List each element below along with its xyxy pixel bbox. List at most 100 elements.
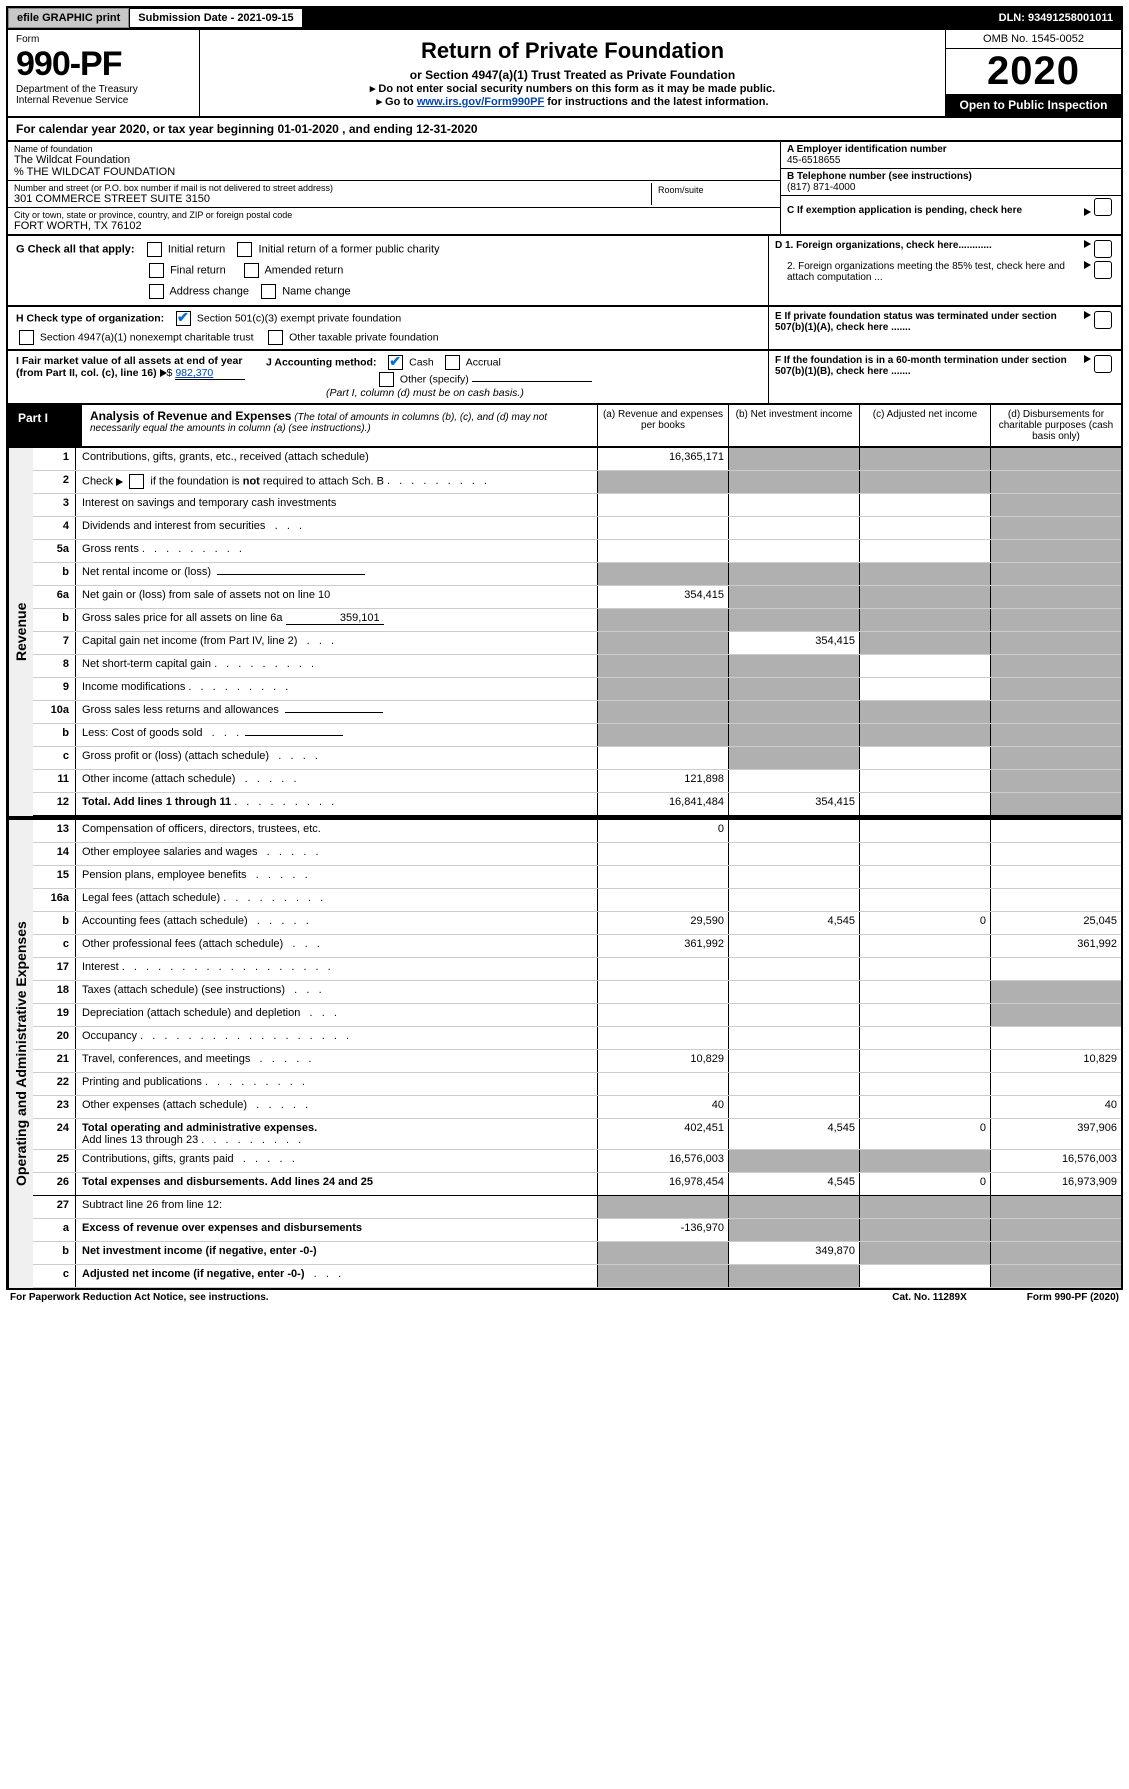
care-of: % THE WILDCAT FOUNDATION xyxy=(14,166,774,178)
line13-desc: Compensation of officers, directors, tru… xyxy=(76,820,597,842)
tax-year: 2020 xyxy=(946,49,1121,94)
line6a-desc: Net gain or (loss) from sale of assets n… xyxy=(76,586,597,608)
other-taxable-cb[interactable] xyxy=(268,330,283,345)
header-right: OMB No. 1545-0052 2020 Open to Public In… xyxy=(945,30,1121,116)
line8-desc: Net short-term capital gain xyxy=(76,655,597,677)
4947-cb[interactable] xyxy=(19,330,34,345)
h-label: H Check type of organization: xyxy=(16,312,164,324)
line6b-inline: 359,101 xyxy=(286,612,384,625)
efile-print-button[interactable]: efile GRAPHIC print xyxy=(8,8,129,28)
calendar-year-row: For calendar year 2020, or tax year begi… xyxy=(6,118,1123,142)
f-cb[interactable] xyxy=(1094,355,1112,373)
line10c-desc: Gross profit or (loss) (attach schedule)… xyxy=(76,747,597,769)
d1-cb[interactable] xyxy=(1094,240,1112,258)
col-c-header: (c) Adjusted net income xyxy=(859,405,990,446)
other-specify-cb[interactable] xyxy=(379,372,394,387)
line2-desc: Check if the foundation is not required … xyxy=(76,471,597,493)
d2-label: 2. Foreign organizations meeting the 85%… xyxy=(775,261,1084,283)
revenue-table: Revenue 1Contributions, gifts, grants, e… xyxy=(6,448,1123,818)
line26-a: 16,978,454 xyxy=(597,1173,728,1195)
line16b-b: 4,545 xyxy=(728,912,859,934)
initial-former-cb[interactable] xyxy=(237,242,252,257)
line24-b: 4,545 xyxy=(728,1119,859,1149)
fmv-link[interactable]: 982,370 xyxy=(175,367,245,380)
cash-cb[interactable] xyxy=(388,355,403,370)
phone-value: (817) 871-4000 xyxy=(787,182,1115,193)
opt-501c3: Section 501(c)(3) exempt private foundat… xyxy=(197,312,401,324)
ein-value: 45-6518655 xyxy=(787,155,1115,166)
line6b-desc: Gross sales price for all assets on line… xyxy=(76,609,597,631)
line11-desc: Other income (attach schedule) . . . . . xyxy=(76,770,597,792)
expenses-side-label: Operating and Administrative Expenses xyxy=(8,820,33,1288)
line12-desc: Total. Add lines 1 through 11 xyxy=(76,793,597,815)
header-left: Form 990-PF Department of the Treasury I… xyxy=(8,30,200,116)
submission-date: Submission Date - 2021-09-15 xyxy=(129,8,302,28)
line12-b: 354,415 xyxy=(728,793,859,815)
col-a-header: (a) Revenue and expenses per books xyxy=(597,405,728,446)
irs-label: Internal Revenue Service xyxy=(16,95,191,106)
arrow-icon xyxy=(1084,355,1091,363)
line4-desc: Dividends and interest from securities .… xyxy=(76,517,597,539)
d1-label: D 1. Foreign organizations, check here..… xyxy=(775,240,1084,258)
room-suite: Room/suite xyxy=(651,183,774,205)
street-address: 301 COMMERCE STREET SUITE 3150 xyxy=(14,193,651,205)
ein-label: A Employer identification number xyxy=(787,144,1115,155)
address-change-cb[interactable] xyxy=(149,284,164,299)
open-public-badge: Open to Public Inspection xyxy=(946,94,1121,116)
line23-a: 40 xyxy=(597,1096,728,1118)
line24-d: 397,906 xyxy=(990,1119,1121,1149)
dept-treasury: Department of the Treasury xyxy=(16,84,191,95)
line14-desc: Other employee salaries and wages . . . … xyxy=(76,843,597,865)
e-cb[interactable] xyxy=(1094,311,1112,329)
paperwork-notice: For Paperwork Reduction Act Notice, see … xyxy=(10,1292,269,1303)
line24-a: 402,451 xyxy=(597,1119,728,1149)
cat-no: Cat. No. 11289X xyxy=(892,1292,966,1303)
final-return-cb[interactable] xyxy=(149,263,164,278)
line15-desc: Pension plans, employee benefits . . . .… xyxy=(76,866,597,888)
d2-cb[interactable] xyxy=(1094,261,1112,279)
schb-cb[interactable] xyxy=(129,474,144,489)
opt-amended: Amended return xyxy=(264,264,343,276)
amended-cb[interactable] xyxy=(244,263,259,278)
omb-number: OMB No. 1545-0052 xyxy=(946,30,1121,49)
arrow-icon xyxy=(1084,311,1091,319)
addr-label: Number and street (or P.O. box number if… xyxy=(14,183,651,193)
opt-former: Initial return of a former public charit… xyxy=(259,243,440,255)
accrual-cb[interactable] xyxy=(445,355,460,370)
form-ref: Form 990-PF (2020) xyxy=(1027,1292,1119,1303)
line16c-a: 361,992 xyxy=(597,935,728,957)
line25-desc: Contributions, gifts, grants paid . . . … xyxy=(76,1150,597,1172)
line27c-desc: Adjusted net income (if negative, enter … xyxy=(76,1265,597,1287)
opt-name-change: Name change xyxy=(282,285,351,297)
e-label: E If private foundation status was termi… xyxy=(775,311,1084,333)
form-number: 990-PF xyxy=(16,45,191,84)
line20-desc: Occupancy xyxy=(76,1027,597,1049)
name-label: Name of foundation xyxy=(14,144,774,154)
line13-a: 0 xyxy=(597,820,728,842)
page-footer: For Paperwork Reduction Act Notice, see … xyxy=(6,1290,1123,1305)
i-label: I Fair market value of all assets at end… xyxy=(16,355,246,399)
line21-d: 10,829 xyxy=(990,1050,1121,1072)
line21-a: 10,829 xyxy=(597,1050,728,1072)
foundation-name: The Wildcat Foundation xyxy=(14,154,774,166)
dln-label: DLN: 93491258001011 xyxy=(991,9,1121,27)
line24-c: 0 xyxy=(859,1119,990,1149)
line1-a: 16,365,171 xyxy=(597,448,728,470)
501c3-cb[interactable] xyxy=(176,311,191,326)
opt-accrual: Accrual xyxy=(466,356,501,368)
form-label: Form xyxy=(16,34,191,45)
line26-d: 16,973,909 xyxy=(990,1173,1121,1195)
arrow-icon xyxy=(1084,208,1091,216)
name-change-cb[interactable] xyxy=(261,284,276,299)
line21-desc: Travel, conferences, and meetings . . . … xyxy=(76,1050,597,1072)
form990pf-link[interactable]: www.irs.gov/Form990PF xyxy=(417,96,544,108)
j-label: J Accounting method: xyxy=(266,356,376,368)
city-label: City or town, state or province, country… xyxy=(14,210,774,220)
header-center: Return of Private Foundation or Section … xyxy=(200,30,945,116)
line3-desc: Interest on savings and temporary cash i… xyxy=(76,494,597,516)
form-title: Return of Private Foundation xyxy=(204,38,941,64)
initial-return-cb[interactable] xyxy=(147,242,162,257)
phone-label: B Telephone number (see instructions) xyxy=(787,171,1115,182)
col-b-header: (b) Net investment income xyxy=(728,405,859,446)
exemption-checkbox[interactable] xyxy=(1094,198,1112,216)
